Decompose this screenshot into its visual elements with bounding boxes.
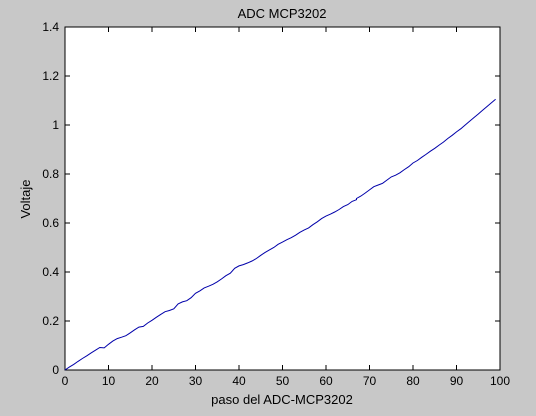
y-axis-ticks: 0 0.2 0.4 0.6 0.8 1 1.2 1.4 [42,20,500,377]
x-tick-label: 70 [363,374,377,388]
y-axis-label: Voltaje [18,179,33,218]
x-tick-label: 0 [62,374,69,388]
y-tick-label: 0 [52,363,59,377]
x-tick-label: 100 [490,374,510,388]
x-tick-label: 90 [450,374,464,388]
x-tick-label: 60 [319,374,333,388]
y-tick-label: 0.2 [42,314,59,328]
plot-area [64,26,501,371]
x-axis-ticks: 0 10 20 30 40 50 60 70 80 90 100 [62,27,510,388]
y-tick-label: 0.4 [42,265,59,279]
y-tick-label: 1.2 [42,69,59,83]
x-tick-label: 20 [145,374,159,388]
x-tick-label: 50 [276,374,290,388]
x-axis-label: paso del ADC-MCP3202 [211,392,353,407]
x-tick-label: 10 [102,374,116,388]
y-tick-label: 0.6 [42,216,59,230]
y-tick-label: 0.8 [42,167,59,181]
x-tick-label: 30 [189,374,203,388]
x-tick-label: 80 [406,374,420,388]
chart-title: ADC MCP3202 [238,6,327,21]
series-line [64,98,496,371]
y-tick-label: 1.4 [42,20,59,34]
x-tick-label: 40 [232,374,246,388]
y-tick-label: 1 [52,118,59,132]
